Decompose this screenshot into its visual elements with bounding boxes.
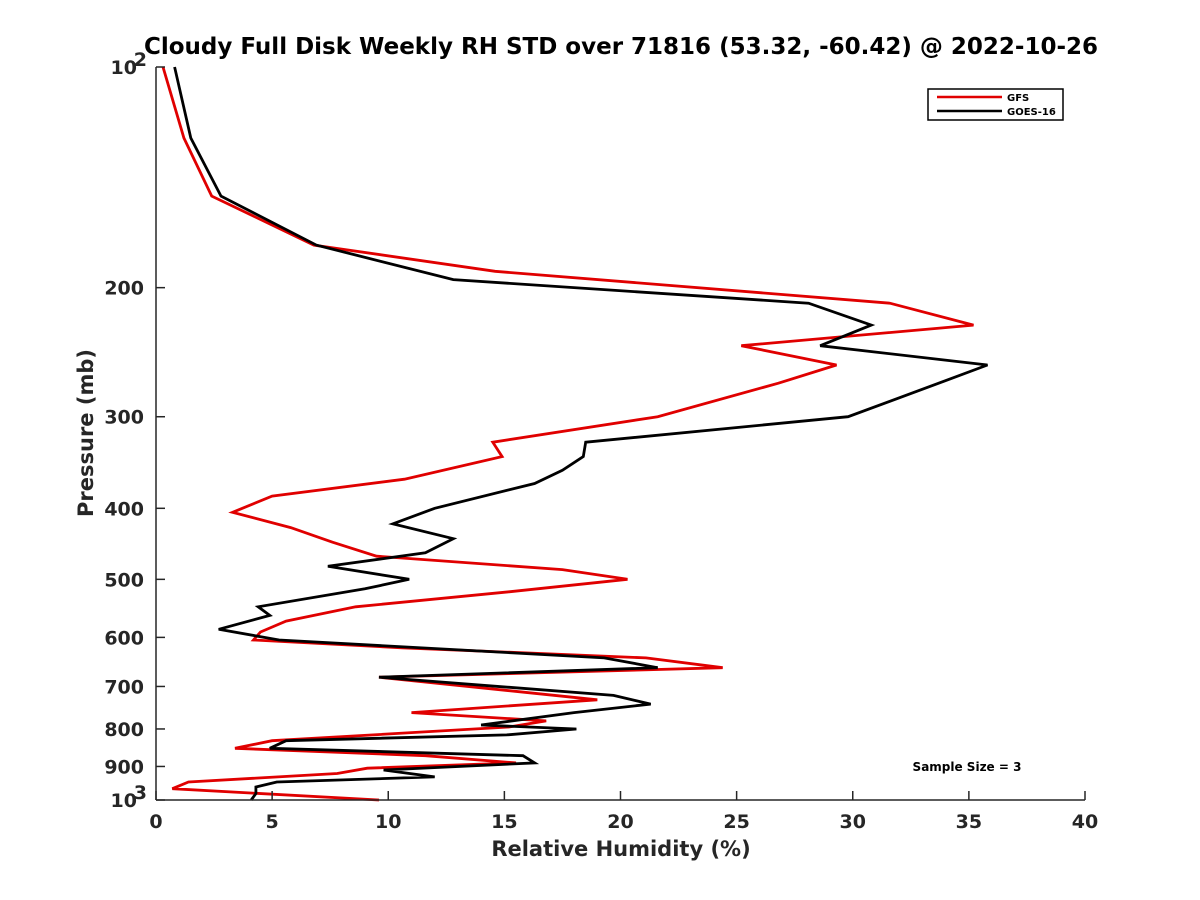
series-layer	[161, 66, 988, 802]
y-tick-label: 700	[104, 676, 144, 698]
y-tick-label: 500	[104, 569, 144, 591]
y-tick-label: 400	[104, 498, 144, 520]
chart-title: Cloudy Full Disk Weekly RH STD over 7181…	[144, 34, 1098, 60]
y-tick-label: 300	[104, 407, 144, 429]
plot-background	[156, 67, 1085, 800]
legend-label-goes16: GOES-16	[1007, 107, 1056, 118]
x-tick-label: 35	[956, 811, 982, 833]
x-tick-label: 25	[723, 811, 749, 833]
y-tick-label: 10	[111, 57, 137, 79]
y-axis-label: Pressure (mb)	[74, 349, 98, 517]
x-axis-label: Relative Humidity (%)	[491, 837, 750, 861]
x-tick-label: 15	[491, 811, 517, 833]
y-tick-exponent: 3	[134, 782, 147, 804]
x-tick-label: 40	[1072, 811, 1098, 833]
plot-area: 0 5 10 15 20 25 30 35 40 10220030040050060070080…	[104, 49, 1098, 833]
x-tick-label: 20	[607, 811, 633, 833]
x-tick-label: 30	[840, 811, 866, 833]
x-axis-ticks: 0 5 10 15 20 25 30 35 40	[149, 791, 1098, 833]
legend[interactable]: GFS GOES-16	[927, 88, 1064, 121]
y-tick-label: 900	[104, 756, 144, 778]
y-tick-label: 600	[104, 627, 144, 649]
legend-box	[927, 88, 1064, 121]
y-tick-label: 200	[104, 278, 144, 300]
legend-label-gfs: GFS	[1007, 93, 1029, 104]
x-tick-label: 5	[266, 811, 279, 833]
series-line-gfs	[161, 66, 974, 802]
series-line-goes16	[173, 66, 988, 801]
x-tick-label: 0	[149, 811, 162, 833]
y-tick-label: 10	[111, 790, 137, 812]
x-tick-label: 10	[375, 811, 401, 833]
sample-size-annotation: Sample Size = 3	[913, 760, 1022, 774]
y-tick-label: 800	[104, 719, 144, 741]
y-tick-exponent: 2	[134, 49, 147, 71]
